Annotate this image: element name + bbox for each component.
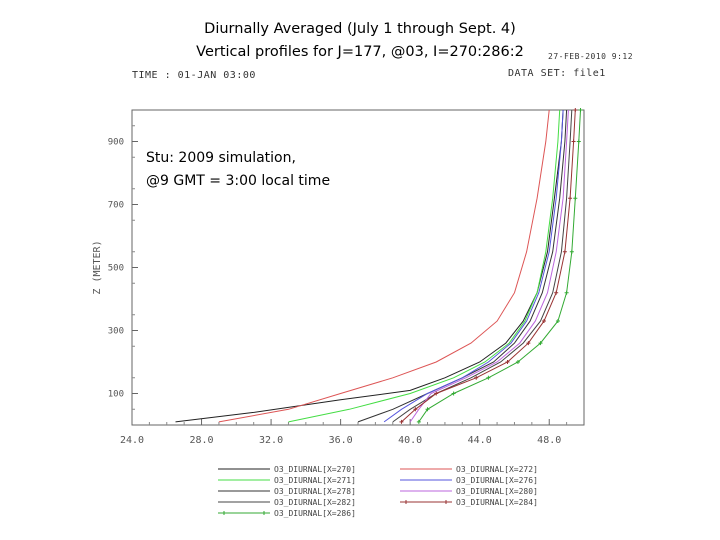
legend-marker-4: [262, 511, 266, 515]
chart-title-line2: Vertical profiles for J=177, @03, I=270:…: [196, 44, 524, 60]
x-tick-label: 48.0: [537, 435, 561, 446]
y-tick-label: 500: [108, 264, 124, 274]
annotation-line1: Stu: 2009 simulation,: [146, 150, 296, 166]
series-line-3: [392, 109, 573, 423]
series-point-8: [526, 341, 531, 346]
x-tick-label: 36.0: [329, 435, 353, 446]
x-tick-label: 32.0: [259, 435, 283, 446]
y-tick-label: 900: [108, 138, 124, 148]
annotation-line2: @9 GMT = 3:00 local time: [146, 173, 331, 189]
series-point-8: [568, 196, 573, 201]
x-tick-label: 44.0: [468, 435, 492, 446]
series-point-4: [486, 375, 491, 380]
legend-label-5: O3_DIURNAL[X=272]: [456, 465, 538, 474]
legend-label-8: O3_DIURNAL[X=284]: [456, 498, 538, 507]
x-tick-label: 40.0: [398, 435, 422, 446]
series-point-8: [571, 139, 576, 144]
series-line-8: [401, 109, 576, 423]
series-point-4: [555, 319, 560, 324]
legend-label-1: O3_DIURNAL[X=271]: [274, 476, 356, 485]
series-point-4: [451, 391, 456, 396]
legend-label-7: O3_DIURNAL[X=280]: [456, 487, 538, 496]
y-tick-label: 700: [108, 201, 124, 211]
series-point-8: [474, 375, 479, 380]
chart-title-line1: Diurnally Averaged (July 1 through Sept.…: [204, 21, 516, 37]
series-line-2: [357, 109, 568, 423]
series-line-6: [383, 109, 564, 423]
series-point-8: [542, 319, 547, 324]
series-point-8: [554, 290, 559, 295]
series-point-8: [562, 249, 567, 254]
date-stamp: 27-FEB-2010 9:12: [548, 52, 634, 61]
series-point-8: [399, 419, 404, 424]
legend-marker-8: [444, 500, 448, 504]
series-point-8: [573, 108, 578, 112]
series-point-4: [425, 407, 430, 412]
legend-label-2: O3_DIURNAL[X=278]: [274, 487, 356, 496]
series-point-4: [564, 290, 569, 295]
series-point-4: [515, 360, 520, 364]
series-point-8: [505, 360, 510, 364]
x-tick-label: 24.0: [120, 435, 144, 446]
y-tick-label: 300: [108, 327, 124, 337]
series-point-4: [569, 249, 574, 254]
legend-label-6: O3_DIURNAL[X=276]: [456, 476, 538, 485]
time-label: TIME : 01-JAN 03:00: [132, 70, 256, 81]
series-point-4: [578, 108, 583, 112]
series-point-4: [576, 139, 581, 144]
legend-marker-4: [222, 511, 226, 515]
series-line-5: [218, 109, 550, 423]
x-tick-label: 28.0: [189, 435, 213, 446]
legend-label-3: O3_DIURNAL[X=282]: [274, 498, 356, 507]
series-line-7: [409, 109, 569, 423]
y-tick-label: 100: [108, 390, 124, 400]
dataset-label: DATA SET: file1: [508, 68, 606, 79]
series-line-4: [418, 109, 581, 423]
legend-marker-8: [404, 500, 408, 504]
series-point-8: [413, 407, 418, 412]
series-line-1: [288, 109, 561, 423]
series-point-4: [538, 341, 543, 346]
series-line-0: [175, 109, 564, 423]
series-point-8: [434, 391, 439, 396]
legend-label-4: O3_DIURNAL[X=286]: [274, 509, 356, 518]
series-point-4: [573, 196, 578, 201]
series-point-4: [416, 419, 421, 424]
y-axis-label: Z (METER): [92, 240, 103, 294]
legend-label-0: O3_DIURNAL[X=270]: [274, 465, 356, 474]
